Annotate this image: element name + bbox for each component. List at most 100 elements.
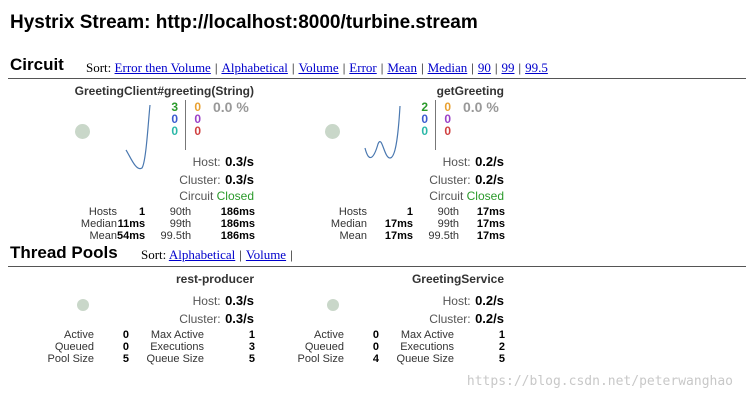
stat-value: 4: [372, 353, 379, 365]
stat-value: 5: [498, 353, 505, 365]
host-rate: 0.3/s: [225, 154, 254, 169]
stat-label: Active: [64, 329, 94, 341]
host-label: Host:: [442, 155, 471, 169]
stat-label: Hosts: [88, 206, 117, 218]
host-rate-row: Host: 0.2/s: [443, 153, 504, 171]
sort-mean[interactable]: Mean: [387, 60, 417, 75]
stat-value: 1: [139, 206, 146, 218]
host-rate-row: Host: 0.3/s: [193, 292, 254, 310]
stat-label: 90th: [437, 206, 459, 218]
pool-stats: Active 0 Max Active 1 Queued 0 Executions 2 Po…: [290, 329, 505, 365]
stat-value: 0: [372, 329, 379, 341]
stat-label: Queue Size: [396, 353, 454, 365]
sort-alphabetical[interactable]: Alphabetical: [221, 60, 288, 75]
sort-error[interactable]: Error: [349, 60, 377, 75]
stat-label: Mean: [339, 230, 367, 242]
circuit-name: getGreeting: [436, 84, 504, 98]
stat-label: Queued: [54, 341, 94, 353]
stat-value: 186ms: [220, 218, 255, 230]
cluster-label: Cluster:: [179, 173, 221, 187]
watermark: https://blog.csdn.net/peterwanghao: [466, 374, 733, 389]
stat-label: Hosts: [338, 206, 367, 218]
cluster-rate-row: Cluster: 0.2/s: [429, 310, 504, 328]
stat-label: 99th: [169, 218, 192, 230]
circuit-name: GreetingClient#greeting(String): [74, 84, 254, 98]
cluster-rate-row: Cluster: 0.3/s: [179, 171, 254, 189]
stat-label: Pool Size: [47, 353, 94, 365]
stat-label: 99.5th: [160, 230, 192, 242]
stat-value: 17ms: [476, 230, 505, 242]
error-percentage: 0.0 %: [213, 99, 249, 115]
counts-right: 0 0 0: [191, 101, 201, 137]
health-circle: [77, 299, 89, 311]
circuit-heading: Circuit: [10, 55, 64, 74]
sort-label: Sort:: [141, 247, 167, 262]
bad-request-count: 0: [171, 124, 178, 138]
pool-sort-alphabetical[interactable]: Alphabetical: [168, 247, 236, 262]
stat-label: Executions: [400, 341, 454, 353]
host-rate-row: Host: 0.3/s: [193, 153, 254, 171]
stat-label: Median: [80, 218, 117, 230]
stat-label: Queue Size: [146, 353, 204, 365]
short-circuited-count: 0: [171, 112, 178, 126]
stat-value: 3: [248, 341, 255, 353]
stat-value: 1: [498, 329, 505, 341]
sort-99[interactable]: 99: [501, 60, 515, 75]
counts-divider: [185, 100, 186, 150]
failure-count: 0: [444, 124, 451, 138]
success-count: 2: [421, 100, 428, 114]
stat-value: 0: [122, 329, 129, 341]
counts-left: 3 0 0: [166, 101, 178, 137]
sort-volume[interactable]: Volume: [298, 60, 339, 75]
cluster-rate: 0.3/s: [225, 311, 254, 326]
thread-pools-divider: [8, 266, 746, 267]
host-label: Host:: [442, 294, 471, 308]
stat-value: 17ms: [384, 230, 413, 242]
health-circle: [327, 299, 339, 311]
host-rate: 0.3/s: [225, 293, 254, 308]
stat-value: 2: [498, 341, 505, 353]
cluster-rate-row: Cluster: 0.3/s: [179, 310, 254, 328]
cluster-label: Cluster:: [179, 312, 221, 326]
circuit-divider: [8, 78, 746, 79]
stat-value: 5: [122, 353, 129, 365]
cluster-rate: 0.2/s: [475, 311, 504, 326]
latency-stats: Hosts 1 90th 186ms Median 11ms 99th 186ms Mean…: [70, 206, 255, 242]
stat-value: 5: [248, 353, 255, 365]
stat-value: 1: [248, 329, 255, 341]
cluster-label: Cluster:: [429, 312, 471, 326]
stat-value: 17ms: [476, 206, 505, 218]
bad-request-count: 0: [421, 124, 428, 138]
stat-label: Max Active: [400, 329, 454, 341]
stat-label: Queued: [304, 341, 344, 353]
host-label: Host:: [192, 155, 221, 169]
sort-99-5[interactable]: 99.5: [525, 60, 548, 75]
sort-90[interactable]: 90: [477, 60, 491, 75]
stat-label: Mean: [89, 230, 117, 242]
circuit-status-row: Circuit Closed: [179, 189, 254, 203]
stat-value: 1: [406, 206, 413, 218]
pool-name: rest-producer: [175, 272, 254, 286]
rejected-count: 0: [194, 112, 201, 126]
stat-value: 17ms: [384, 218, 413, 230]
cluster-rate: 0.2/s: [475, 172, 504, 187]
stat-label: Median: [330, 218, 367, 230]
circuit-label: Circuit: [179, 189, 214, 203]
counts-right: 0 0 0: [441, 101, 451, 137]
stat-value: 186ms: [220, 206, 255, 218]
stat-label: Pool Size: [297, 353, 344, 365]
sort-error-then-volume[interactable]: Error then Volume: [114, 60, 211, 75]
short-circuited-count: 0: [421, 112, 428, 126]
health-circle: [325, 124, 340, 139]
cluster-label: Cluster:: [429, 173, 471, 187]
pool-sort-volume[interactable]: Volume: [245, 247, 287, 262]
circuit-status: Closed: [216, 189, 254, 203]
pool-name: GreetingService: [411, 272, 504, 286]
sparkline: [364, 105, 401, 159]
stat-value: 54ms: [117, 230, 146, 242]
circuit-status-row: Circuit Closed: [429, 189, 504, 203]
rejected-count: 0: [444, 112, 451, 126]
host-rate: 0.2/s: [475, 293, 504, 308]
cluster-rate: 0.3/s: [225, 172, 254, 187]
sort-median[interactable]: Median: [427, 60, 468, 75]
